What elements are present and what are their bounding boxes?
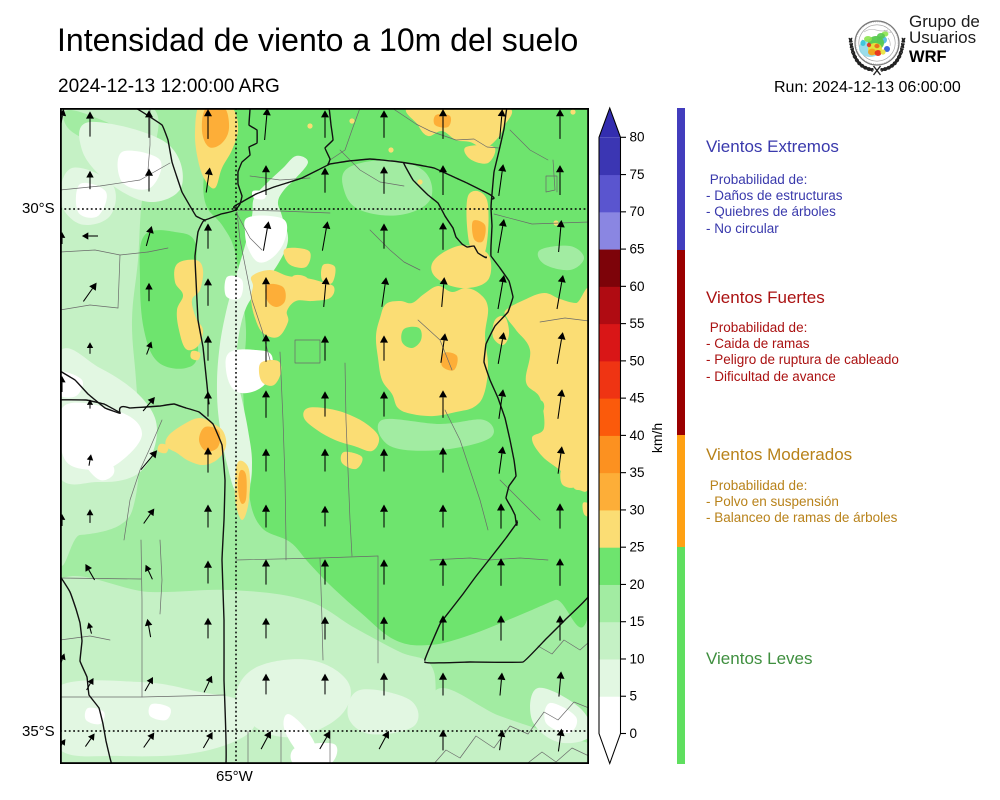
svg-text:50: 50 [630, 353, 645, 368]
svg-text:40: 40 [630, 428, 645, 443]
svg-text:10: 10 [630, 651, 645, 666]
svg-text:65: 65 [630, 241, 645, 256]
svg-text:35: 35 [630, 465, 645, 480]
svg-text:20: 20 [630, 577, 645, 592]
svg-text:60: 60 [630, 279, 645, 294]
svg-text:75: 75 [630, 167, 645, 182]
svg-text:km/h: km/h [649, 423, 665, 453]
svg-text:15: 15 [630, 614, 645, 629]
svg-text:5: 5 [630, 689, 638, 704]
svg-text:25: 25 [630, 540, 645, 555]
svg-text:45: 45 [630, 391, 645, 406]
svg-text:70: 70 [630, 204, 645, 219]
svg-text:80: 80 [630, 130, 645, 145]
svg-text:55: 55 [630, 316, 645, 331]
svg-text:30: 30 [630, 502, 645, 517]
svg-text:0: 0 [630, 726, 638, 741]
